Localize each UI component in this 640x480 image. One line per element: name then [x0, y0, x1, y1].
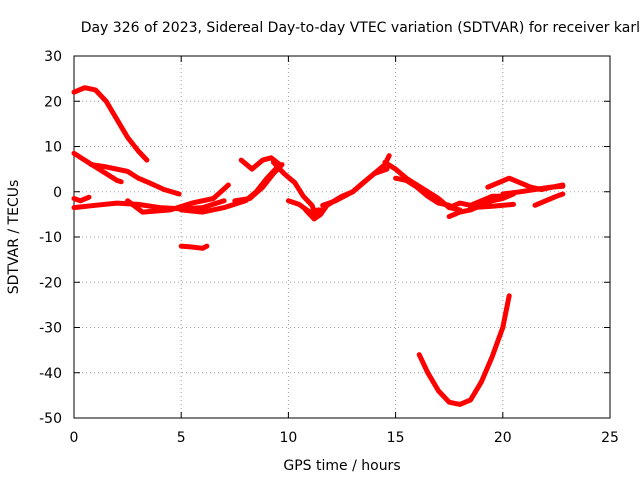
series-line-arc-19	[468, 201, 516, 211]
series-line-arc-4	[71, 194, 92, 204]
series-line-arc-6	[125, 182, 231, 215]
x-tick-label: 0	[70, 430, 79, 446]
chart-title: Day 326 of 2023, Sidereal Day-to-day VTE…	[81, 20, 640, 36]
y-tick-label: 30	[44, 49, 62, 65]
series-line-arc-16	[393, 175, 452, 208]
series-line-arc-5	[71, 198, 227, 212]
series-line-arc-14	[320, 166, 390, 208]
series-line-arc-8	[178, 243, 210, 251]
x-tick-label: 20	[494, 430, 512, 446]
x-tick-label: 15	[387, 430, 405, 446]
y-tick-label: 10	[44, 140, 62, 156]
x-tick-labels: 0 5 10 15 20 25	[70, 430, 619, 446]
y-tick-label: -10	[39, 230, 62, 246]
series-line-arc-1	[71, 85, 150, 163]
y-tick-label: -40	[39, 366, 62, 382]
series-line-arc-22	[532, 191, 566, 208]
y-axis-label: SDTVAR / TECUs	[6, 180, 22, 295]
x-tick-label: 25	[601, 430, 619, 446]
y-tick-label: -20	[39, 275, 62, 291]
x-tick-label: 10	[279, 430, 297, 446]
series-line-arc-23	[416, 293, 512, 407]
series-line-arc-21	[500, 183, 566, 197]
y-tick-label: 20	[44, 94, 62, 110]
y-tick-label: -50	[39, 411, 62, 427]
y-tick-label: -30	[39, 321, 62, 337]
y-tick-labels: -50 -40 -30 -20 -10 0 10 20 30	[39, 49, 62, 427]
x-axis-label: GPS time / hours	[283, 458, 400, 474]
series-line-arc-17	[446, 193, 506, 211]
x-tick-label: 5	[177, 430, 186, 446]
y-tick-label: 0	[53, 185, 62, 201]
data-series	[71, 85, 566, 407]
series-line-arc-11	[270, 159, 324, 220]
gridlines	[74, 56, 610, 418]
series-line-arc-2	[71, 150, 124, 185]
series-line-arc-3	[88, 162, 182, 197]
series-line-arc-10	[232, 162, 285, 204]
axis-ticks	[73, 55, 611, 419]
